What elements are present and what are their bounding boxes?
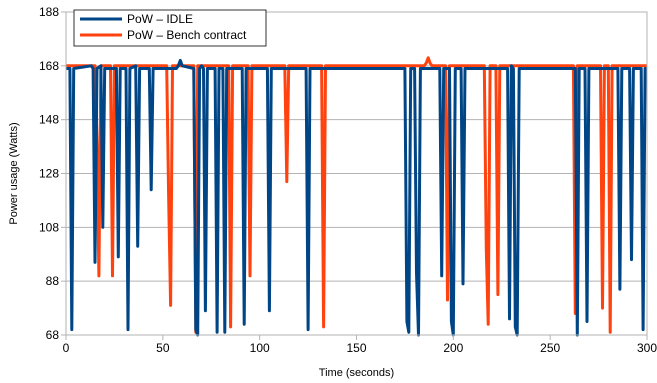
y-tick-label-4: 148 (39, 113, 59, 127)
x-tick-label-4: 200 (443, 341, 463, 355)
y-axis-title: Power usage (Watts) (8, 122, 20, 224)
x-axis-ticks: 0 50 100 150 200 250 300 (63, 335, 657, 355)
gridlines (66, 11, 647, 336)
y-tick-label-1: 88 (46, 274, 60, 288)
legend: PoW – IDLE PoW – Bench contract (73, 9, 267, 47)
y-tick-label-3: 128 (39, 167, 59, 181)
x-tick-label-3: 150 (346, 341, 366, 355)
legend-label-bench: PoW – Bench contract (127, 28, 247, 42)
x-tick-label-2: 100 (250, 341, 270, 355)
x-tick-label-1: 50 (156, 341, 170, 355)
x-tick-label-0: 0 (63, 341, 70, 355)
y-tick-label-6: 188 (39, 5, 59, 19)
series-line-0 (66, 58, 647, 337)
y-tick-label-5: 168 (39, 59, 59, 73)
legend-box (73, 9, 267, 47)
series-layer (66, 56, 647, 337)
y-axis-ticks: 68 88 108 128 148 168 188 (39, 5, 66, 342)
x-tick-label-6: 300 (637, 341, 657, 355)
y-tick-label-0: 68 (46, 328, 60, 342)
x-axis-title: Time (seconds) (319, 367, 394, 379)
y-tick-label-2: 108 (39, 220, 59, 234)
series-line-1 (66, 56, 647, 334)
x-tick-label-5: 250 (540, 341, 560, 355)
legend-label-idle: PoW – IDLE (127, 12, 193, 26)
